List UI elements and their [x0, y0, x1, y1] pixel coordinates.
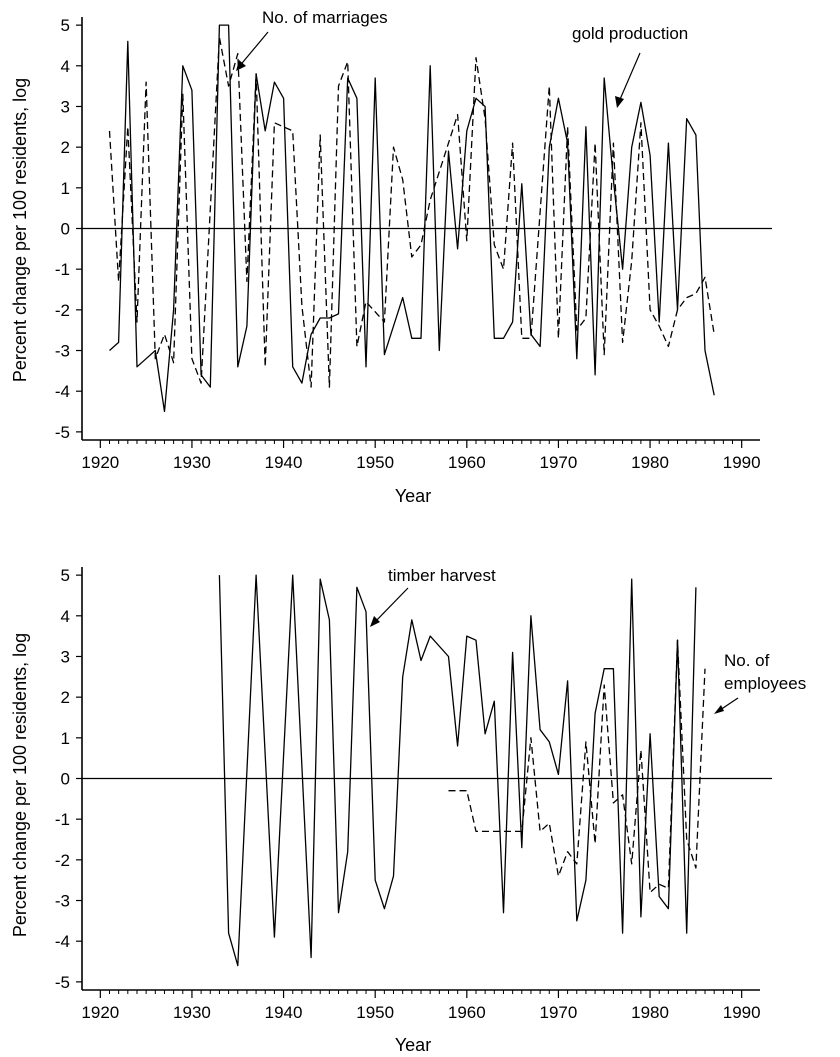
series-line-gold-production: [108, 36, 715, 388]
x-tick-label: 1970: [540, 1003, 578, 1022]
series-line-timber-harvest: [218, 574, 697, 967]
y-axis-title-top: Percent change per 100 residents, log: [10, 78, 30, 382]
y-axis-title-bottom: Percent change per 100 residents, log: [10, 633, 30, 937]
y-tick-label: -2: [55, 301, 70, 320]
y-tick-label: 1: [61, 179, 70, 198]
chart-panel-bottom: 5 4 3 2 1 0 -1 -2 -3 -4 -5 1920 1930 1940 1950 1960 1970…: [10, 566, 806, 1055]
y-tick-label: -5: [55, 973, 70, 992]
annotation-arrow-marriages: [236, 31, 269, 71]
axes-bottom: 5 4 3 2 1 0 -1 -2 -3 -4 -5 1920 1930 1940 1950 1960 1970…: [55, 566, 772, 1022]
y-tick-label: 5: [61, 16, 70, 35]
y-tick-label: -1: [55, 260, 70, 279]
y-tick-label: -4: [55, 932, 70, 951]
y-tick-label: 4: [61, 607, 70, 626]
x-tick-label: 1930: [173, 1003, 211, 1022]
x-tick-label: 1940: [265, 453, 303, 472]
x-tick-label: 1920: [81, 1003, 119, 1022]
series-line-no-of-marriages: [109, 24, 715, 413]
x-tick-label: 1980: [631, 1003, 669, 1022]
x-tick-label: 1930: [173, 453, 211, 472]
annotation-timber-harvest: timber harvest: [388, 566, 496, 585]
y-tick-label: -4: [55, 382, 70, 401]
y-tick-label: 3: [61, 647, 70, 666]
x-tick-label: 1950: [356, 1003, 394, 1022]
y-tick-label: 4: [61, 57, 70, 76]
y-tick-label: 1: [61, 729, 70, 748]
annotation-marriages: No. of marriages: [262, 8, 388, 27]
annotation-employees-line2: employees: [724, 674, 806, 693]
y-tick-label: -5: [55, 423, 70, 442]
y-tick-label: -2: [55, 851, 70, 870]
y-tick-label: 2: [61, 138, 70, 157]
x-tick-label: 1960: [448, 1003, 486, 1022]
chart-panel-top: 5 4 3 2 1 0 -1 -2 -3 -4 -5 1920 1930 1940 1950 1960 1970…: [10, 8, 772, 506]
y-tick-label: 0: [61, 220, 70, 239]
y-tick-label: -3: [55, 892, 70, 911]
series-bottom: [218, 574, 706, 967]
x-tick-label: 1950: [356, 453, 394, 472]
annotation-gold-production: gold production: [572, 24, 688, 43]
x-axis-title-bottom: Year: [395, 1035, 431, 1055]
x-tick-label: 1980: [631, 453, 669, 472]
x-tick-label: 1990: [723, 1003, 761, 1022]
annotation-arrow-timber: [370, 587, 409, 627]
x-tick-label: 1990: [723, 453, 761, 472]
y-tick-label: -3: [55, 342, 70, 361]
axes-top: 5 4 3 2 1 0 -1 -2 -3 -4 -5 1920 1930 1940 1950 1960 1970…: [55, 16, 772, 472]
x-tick-label: 1940: [265, 1003, 303, 1022]
x-tick-label: 1970: [540, 453, 578, 472]
y-tick-label: -1: [55, 810, 70, 829]
annotation-arrow-gold: [615, 52, 641, 108]
series-top: [108, 24, 715, 413]
y-tick-label: 3: [61, 97, 70, 116]
x-tick-label: 1920: [81, 453, 119, 472]
y-tick-label: 0: [61, 770, 70, 789]
series-line-no-of-employees: [448, 639, 706, 894]
annotation-arrow-employees: [714, 697, 739, 714]
x-axis-title-top: Year: [395, 486, 431, 506]
x-tick-label: 1960: [448, 453, 486, 472]
y-tick-label: 5: [61, 566, 70, 585]
annotation-employees-line1: No. of: [724, 651, 770, 670]
y-tick-label: 2: [61, 688, 70, 707]
